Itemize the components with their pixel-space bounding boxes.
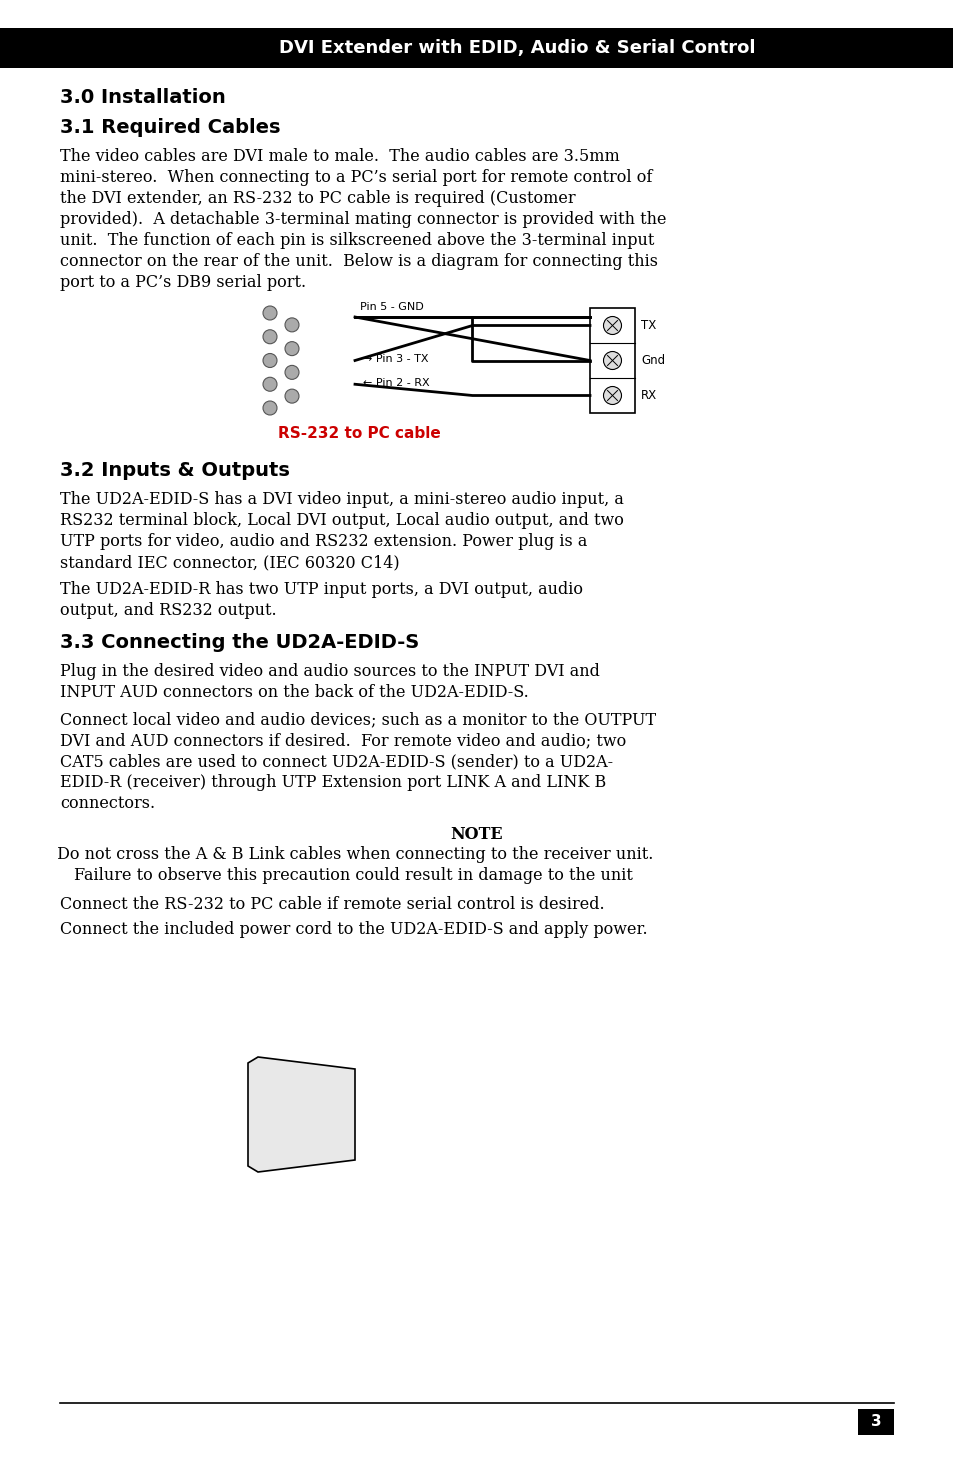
Text: Connect local video and audio devices; such as a monitor to the OUTPUT: Connect local video and audio devices; s… xyxy=(60,711,656,729)
Text: connector on the rear of the unit.  Below is a diagram for connecting this: connector on the rear of the unit. Below… xyxy=(60,254,658,270)
Text: RX: RX xyxy=(640,389,657,403)
Circle shape xyxy=(263,305,276,320)
Text: NOTE: NOTE xyxy=(450,826,503,844)
Text: the DVI extender, an RS-232 to PC cable is required (Customer: the DVI extender, an RS-232 to PC cable … xyxy=(60,190,575,207)
Circle shape xyxy=(263,378,276,391)
Bar xyxy=(857,1409,893,1435)
Circle shape xyxy=(603,386,620,404)
Circle shape xyxy=(285,389,298,403)
Text: → Pin 3 - TX: → Pin 3 - TX xyxy=(363,354,428,364)
Text: Failure to observe this precaution could result in damage to the unit: Failure to observe this precaution could… xyxy=(74,867,632,884)
Circle shape xyxy=(263,330,276,344)
Text: EDID-R (receiver) through UTP Extension port LINK A and LINK B: EDID-R (receiver) through UTP Extension … xyxy=(60,774,605,791)
Text: DVI and AUD connectors if desired.  For remote video and audio; two: DVI and AUD connectors if desired. For r… xyxy=(60,732,625,749)
Text: INPUT AUD connectors on the back of the UD2A-EDID-S.: INPUT AUD connectors on the back of the … xyxy=(60,684,528,701)
Text: Plug in the desired video and audio sources to the INPUT DVI and: Plug in the desired video and audio sour… xyxy=(60,662,599,680)
Text: standard IEC connector, (IEC 60320 C14): standard IEC connector, (IEC 60320 C14) xyxy=(60,555,399,571)
Text: RS232 terminal block, Local DVI output, Local audio output, and two: RS232 terminal block, Local DVI output, … xyxy=(60,512,623,530)
Text: Gnd: Gnd xyxy=(640,354,664,367)
Text: port to a PC’s DB9 serial port.: port to a PC’s DB9 serial port. xyxy=(60,274,306,291)
Circle shape xyxy=(285,319,298,332)
Polygon shape xyxy=(248,1058,355,1173)
Circle shape xyxy=(603,317,620,335)
Text: provided).  A detachable 3-terminal mating connector is provided with the: provided). A detachable 3-terminal matin… xyxy=(60,211,666,229)
Circle shape xyxy=(285,366,298,379)
Text: The UD2A-EDID-S has a DVI video input, a mini-stereo audio input, a: The UD2A-EDID-S has a DVI video input, a… xyxy=(60,491,623,507)
Text: The video cables are DVI male to male.  The audio cables are 3.5mm: The video cables are DVI male to male. T… xyxy=(60,148,619,165)
Text: connectors.: connectors. xyxy=(60,795,155,813)
Text: RS-232 to PC cable: RS-232 to PC cable xyxy=(277,426,440,441)
Text: CAT5 cables are used to connect UD2A-EDID-S (sender) to a UD2A-: CAT5 cables are used to connect UD2A-EDI… xyxy=(60,754,613,770)
Text: Do not cross the A & B Link cables when connecting to the receiver unit.: Do not cross the A & B Link cables when … xyxy=(52,847,653,863)
Bar xyxy=(0,28,953,68)
Bar xyxy=(589,308,635,413)
Circle shape xyxy=(263,401,276,414)
Text: ← Pin 2 - RX: ← Pin 2 - RX xyxy=(363,378,429,388)
Text: TX: TX xyxy=(640,319,656,332)
Text: 3: 3 xyxy=(870,1415,881,1429)
Text: 3.0 Installation: 3.0 Installation xyxy=(60,88,226,108)
Text: UTP ports for video, audio and RS232 extension. Power plug is a: UTP ports for video, audio and RS232 ext… xyxy=(60,532,587,550)
Text: 3.1 Required Cables: 3.1 Required Cables xyxy=(60,118,280,137)
Text: Connect the included power cord to the UD2A-EDID-S and apply power.: Connect the included power cord to the U… xyxy=(60,920,647,938)
Circle shape xyxy=(603,351,620,370)
Text: output, and RS232 output.: output, and RS232 output. xyxy=(60,602,276,620)
Text: mini-stereo.  When connecting to a PC’s serial port for remote control of: mini-stereo. When connecting to a PC’s s… xyxy=(60,170,652,186)
Text: Connect the RS-232 to PC cable if remote serial control is desired.: Connect the RS-232 to PC cable if remote… xyxy=(60,895,604,913)
Circle shape xyxy=(285,342,298,355)
Text: 3.2 Inputs & Outputs: 3.2 Inputs & Outputs xyxy=(60,462,290,479)
Text: DVI Extender with EDID, Audio & Serial Control: DVI Extender with EDID, Audio & Serial C… xyxy=(278,38,755,58)
Circle shape xyxy=(263,354,276,367)
Text: Pin 5 - GND: Pin 5 - GND xyxy=(359,302,423,313)
Text: 3.3 Connecting the UD2A-EDID-S: 3.3 Connecting the UD2A-EDID-S xyxy=(60,633,418,652)
Text: The UD2A-EDID-R has two UTP input ports, a DVI output, audio: The UD2A-EDID-R has two UTP input ports,… xyxy=(60,581,582,597)
Text: unit.  The function of each pin is silkscreened above the 3-terminal input: unit. The function of each pin is silksc… xyxy=(60,232,654,249)
